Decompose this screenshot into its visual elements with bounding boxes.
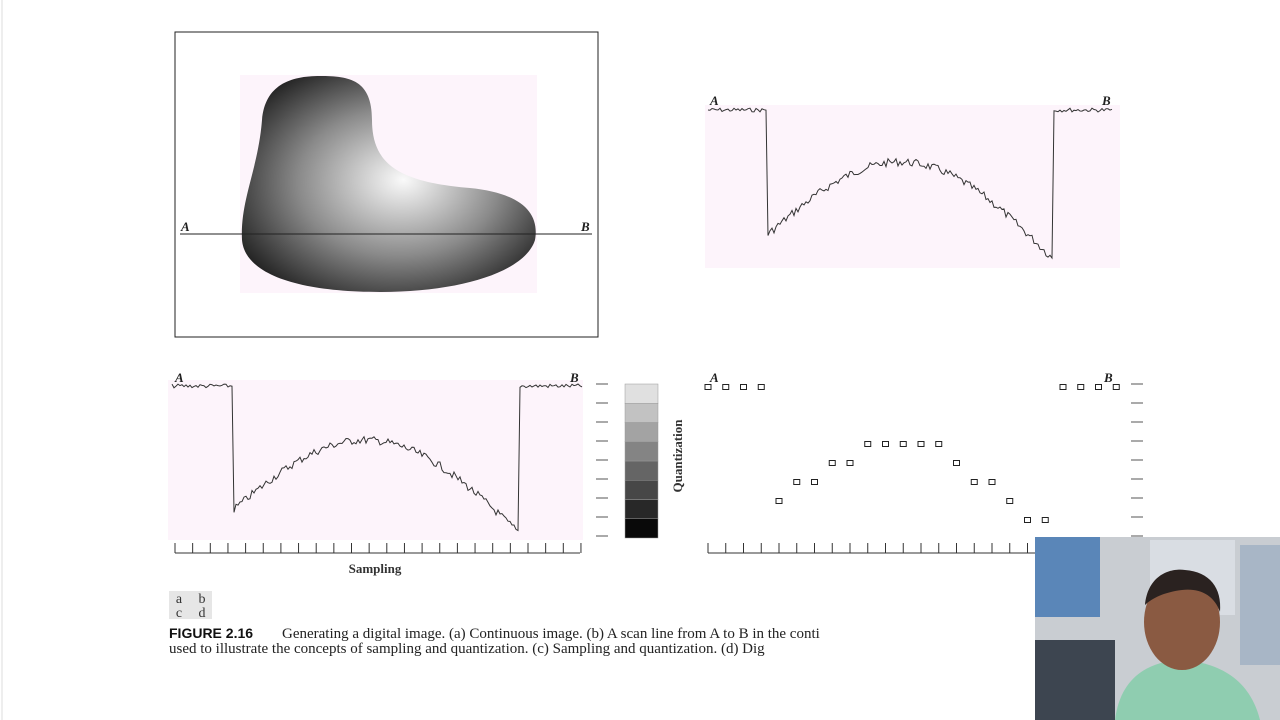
sample xyxy=(740,384,747,390)
gray-level xyxy=(624,499,659,519)
sample xyxy=(704,384,712,390)
gray-level xyxy=(624,460,659,481)
sample xyxy=(722,384,730,390)
sample xyxy=(882,441,889,447)
panel-key xyxy=(169,591,212,619)
panel-b-bg xyxy=(705,105,1120,268)
x-axis-label: Sampling xyxy=(349,561,402,576)
scan-profile xyxy=(707,107,1113,260)
label-a: A xyxy=(709,370,719,385)
sample xyxy=(775,498,783,504)
scan-profile xyxy=(171,383,583,532)
panel-letter: d xyxy=(199,606,206,621)
gray-level xyxy=(624,518,659,539)
sample xyxy=(864,441,872,447)
panel-letter: c xyxy=(176,606,182,621)
label-b: B xyxy=(1101,93,1111,108)
label-a: A xyxy=(180,219,190,234)
gray-scale xyxy=(624,383,659,539)
sample xyxy=(1112,384,1120,390)
sample xyxy=(793,479,801,485)
caption-line: used to illustrate the concepts of sampl… xyxy=(169,641,765,657)
sample xyxy=(1077,384,1085,390)
continuous-image xyxy=(241,76,536,292)
gray-level xyxy=(624,441,659,462)
sample xyxy=(1059,384,1067,390)
sample xyxy=(846,460,854,466)
sample xyxy=(1024,517,1031,523)
gray-level xyxy=(624,403,659,423)
label-a: A xyxy=(174,370,184,385)
sample xyxy=(1041,517,1049,523)
label-b: B xyxy=(580,219,590,234)
sample xyxy=(917,441,925,447)
sample xyxy=(935,441,943,447)
gray-level xyxy=(624,383,659,404)
sample xyxy=(811,479,818,485)
panel-letter: b xyxy=(199,592,206,607)
panel-c-bg xyxy=(168,380,583,540)
gray-level xyxy=(624,480,659,500)
sample xyxy=(988,479,996,485)
sample xyxy=(970,479,978,485)
sample xyxy=(757,384,765,390)
sample xyxy=(1095,384,1102,390)
figure-number: FIGURE 2.16 xyxy=(169,625,253,641)
label-a: A xyxy=(709,93,719,108)
label-b: B xyxy=(1103,370,1113,385)
webcam-overlay xyxy=(1035,537,1280,720)
gray-level xyxy=(624,422,659,442)
sample xyxy=(953,460,960,466)
sample xyxy=(828,460,836,466)
caption-line: Generating a digital image. (a) Continuo… xyxy=(282,626,820,642)
panel-letter: a xyxy=(176,592,183,607)
y-axis-label: Quantization xyxy=(670,419,685,493)
sample xyxy=(1006,498,1014,504)
label-b: B xyxy=(569,370,579,385)
sample xyxy=(899,441,907,447)
